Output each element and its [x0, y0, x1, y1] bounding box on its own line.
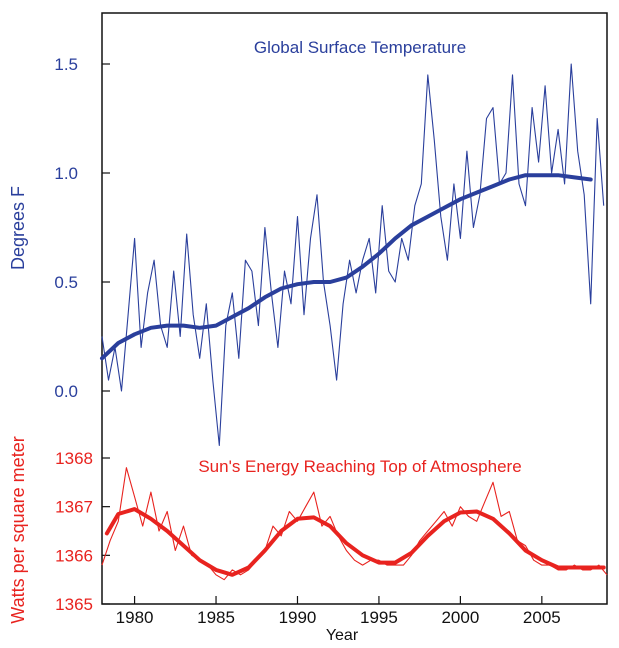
x-ticks: 1980 1985 1990 1995 2000 2005	[116, 596, 561, 627]
solar-y-axis-label: Watts per square meter	[8, 436, 28, 623]
temp-tick-label: 0.0	[54, 382, 78, 401]
temperature-monthly-line	[101, 63, 605, 447]
solar-daily-line	[101, 467, 608, 581]
temperature-y-ticks: 0.0 0.5 1.0 1.5	[54, 55, 110, 401]
x-tick-label: 1980	[116, 608, 154, 627]
solar-tick-label: 1365	[55, 595, 93, 614]
temp-tick-label: 0.5	[54, 273, 78, 292]
solar-trend-line	[104, 507, 606, 577]
temperature-chart-title: Global Surface Temperature	[254, 38, 466, 57]
solar-chart-title: Sun's Energy Reaching Top of Atmosphere	[198, 457, 521, 476]
temp-tick-label: 1.5	[54, 55, 78, 74]
x-tick-label: 1985	[197, 608, 235, 627]
solar-tick-label: 1368	[55, 449, 93, 468]
x-tick-label: 1990	[279, 608, 317, 627]
solar-tick-label: 1367	[55, 498, 93, 517]
x-axis-label: Year	[326, 627, 359, 644]
temperature-trend-line	[100, 173, 593, 361]
x-tick-label: 2005	[523, 608, 561, 627]
temperature-y-axis-label: Degrees F	[8, 186, 28, 270]
temp-tick-label: 1.0	[54, 164, 78, 183]
solar-tick-label: 1366	[55, 546, 93, 565]
x-tick-label: 2000	[441, 608, 479, 627]
solar-y-ticks: 1365 1366 1367 1368	[55, 449, 110, 614]
plot-frame	[101, 12, 608, 605]
x-tick-label: 1995	[360, 608, 398, 627]
